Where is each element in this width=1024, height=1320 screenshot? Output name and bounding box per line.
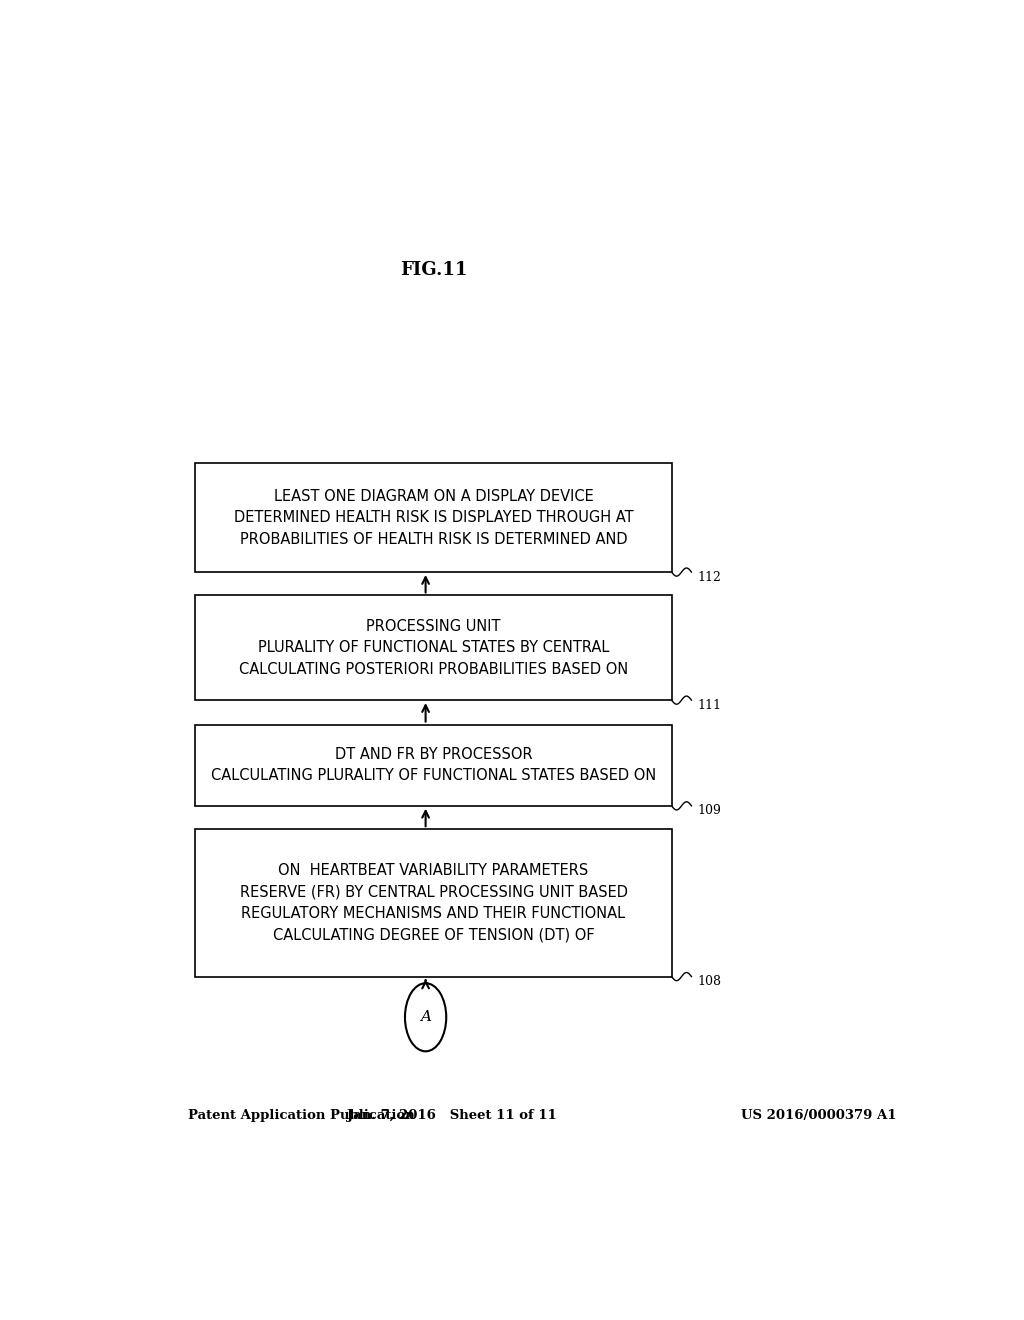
Text: PROBABILITIES OF HEALTH RISK IS DETERMINED AND: PROBABILITIES OF HEALTH RISK IS DETERMIN… <box>240 532 628 546</box>
Text: LEAST ONE DIAGRAM ON A DISPLAY DEVICE: LEAST ONE DIAGRAM ON A DISPLAY DEVICE <box>273 488 594 504</box>
Text: 109: 109 <box>697 804 722 817</box>
Text: RESERVE (FR) BY CENTRAL PROCESSING UNIT BASED: RESERVE (FR) BY CENTRAL PROCESSING UNIT … <box>240 884 628 900</box>
FancyBboxPatch shape <box>196 725 672 805</box>
Text: CALCULATING PLURALITY OF FUNCTIONAL STATES BASED ON: CALCULATING PLURALITY OF FUNCTIONAL STAT… <box>211 768 656 783</box>
FancyBboxPatch shape <box>196 829 672 977</box>
Text: DETERMINED HEALTH RISK IS DISPLAYED THROUGH AT: DETERMINED HEALTH RISK IS DISPLAYED THRO… <box>233 511 634 525</box>
Text: ON  HEARTBEAT VARIABILITY PARAMETERS: ON HEARTBEAT VARIABILITY PARAMETERS <box>279 863 589 878</box>
Text: Patent Application Publication: Patent Application Publication <box>187 1109 415 1122</box>
Text: 111: 111 <box>697 698 722 711</box>
Text: REGULATORY MECHANISMS AND THEIR FUNCTIONAL: REGULATORY MECHANISMS AND THEIR FUNCTION… <box>242 906 626 921</box>
Text: PROCESSING UNIT: PROCESSING UNIT <box>367 619 501 634</box>
Text: PLURALITY OF FUNCTIONAL STATES BY CENTRAL: PLURALITY OF FUNCTIONAL STATES BY CENTRA… <box>258 640 609 655</box>
Text: CALCULATING DEGREE OF TENSION (DT) OF: CALCULATING DEGREE OF TENSION (DT) OF <box>272 928 594 942</box>
Text: 108: 108 <box>697 975 722 989</box>
Text: 112: 112 <box>697 570 722 583</box>
Text: CALCULATING POSTERIORI PROBABILITIES BASED ON: CALCULATING POSTERIORI PROBABILITIES BAS… <box>239 661 628 677</box>
Text: FIG.11: FIG.11 <box>399 261 467 280</box>
Text: DT AND FR BY PROCESSOR: DT AND FR BY PROCESSOR <box>335 747 532 762</box>
Text: A: A <box>420 1010 431 1024</box>
FancyBboxPatch shape <box>196 463 672 572</box>
FancyBboxPatch shape <box>196 595 672 700</box>
Text: Jan. 7, 2016   Sheet 11 of 11: Jan. 7, 2016 Sheet 11 of 11 <box>347 1109 557 1122</box>
Text: US 2016/0000379 A1: US 2016/0000379 A1 <box>740 1109 896 1122</box>
